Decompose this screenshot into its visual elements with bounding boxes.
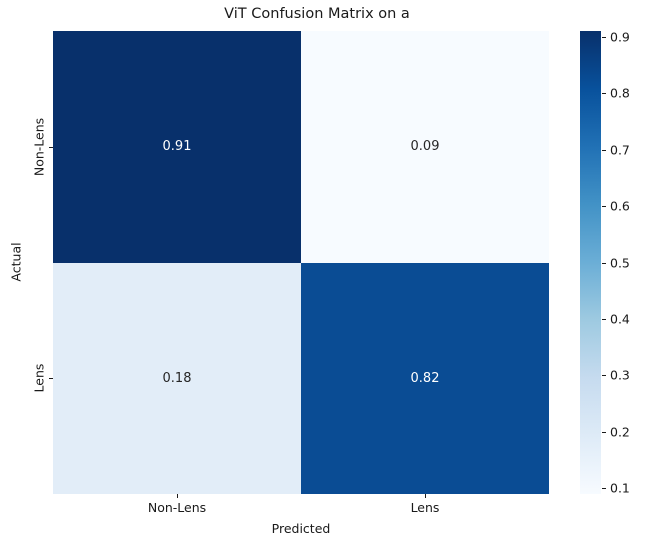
y-axis-label: Actual	[8, 242, 24, 282]
colorbar-tick-label: 0.6	[610, 198, 630, 214]
x-tick-label: Lens	[410, 500, 440, 515]
x-tick-mark	[177, 494, 178, 498]
colorbar-tick-label: 0.1	[610, 480, 630, 496]
colorbar-tick-mark	[602, 375, 606, 377]
colorbar-tick-label: 0.8	[610, 85, 630, 101]
colorbar-tick-mark	[602, 149, 606, 151]
colorbar-tick-label: 0.4	[610, 311, 630, 327]
colorbar-tick-mark	[602, 93, 606, 95]
colorbar-tick-mark	[602, 318, 606, 320]
heatmap-cell: 0.82	[301, 262, 549, 494]
x-tick-mark	[425, 494, 426, 498]
heatmap-cell: 0.91	[53, 31, 301, 263]
colorbar-tick-mark	[602, 431, 606, 433]
cell-value: 0.09	[410, 139, 440, 155]
colorbar-tick-mark	[602, 488, 606, 490]
cell-value: 0.91	[162, 139, 192, 155]
heatmap-cell: 0.09	[301, 31, 549, 263]
cell-value: 0.82	[410, 370, 440, 386]
colorbar-tick-mark	[602, 206, 606, 208]
x-tick-label: Non-Lens	[147, 500, 207, 515]
colorbar-tick-label: 0.5	[610, 255, 630, 270]
y-tick-mark	[49, 378, 53, 380]
colorbar-tick-label: 0.7	[610, 142, 630, 158]
chart-title: ViT Confusion Matrix on a	[224, 6, 410, 22]
colorbar-tick-label: 0.9	[610, 29, 630, 45]
colorbar-tick-mark	[602, 262, 606, 264]
heatmap: 0.91 0.09 0.18 0.82	[53, 31, 549, 494]
cell-value: 0.18	[162, 370, 192, 386]
y-tick-mark	[49, 146, 53, 148]
colorbar	[580, 31, 601, 494]
y-tick-label: Non-Lens	[31, 117, 47, 176]
colorbar-tick-label: 0.3	[610, 367, 630, 383]
x-axis-label: Predicted	[271, 521, 331, 536]
heatmap-cell: 0.18	[53, 262, 301, 494]
colorbar-tick-mark	[602, 36, 606, 38]
colorbar-tick-label: 0.2	[610, 424, 630, 440]
y-tick-label: Lens	[31, 363, 47, 393]
